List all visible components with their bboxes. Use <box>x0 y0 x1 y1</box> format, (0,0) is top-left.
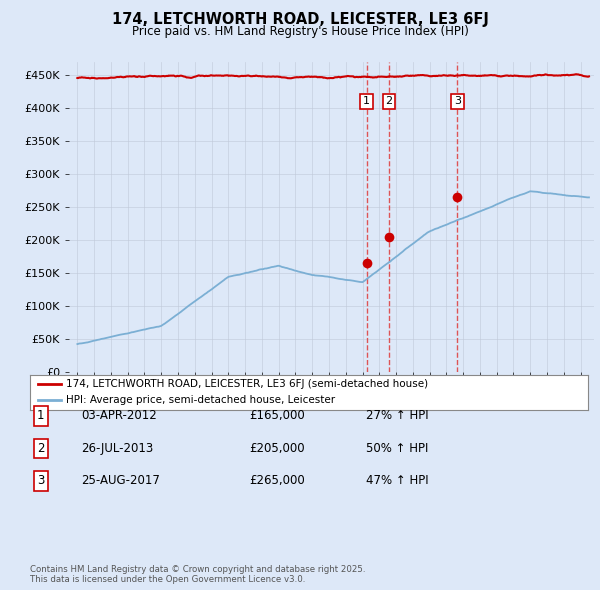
Text: 25-AUG-2017: 25-AUG-2017 <box>81 474 160 487</box>
Text: 174, LETCHWORTH ROAD, LEICESTER, LE3 6FJ (semi-detached house): 174, LETCHWORTH ROAD, LEICESTER, LE3 6FJ… <box>66 379 428 389</box>
Text: 174, LETCHWORTH ROAD, LEICESTER, LE3 6FJ: 174, LETCHWORTH ROAD, LEICESTER, LE3 6FJ <box>112 12 488 27</box>
Text: 2: 2 <box>37 442 44 455</box>
Text: £165,000: £165,000 <box>249 409 305 422</box>
Text: 47% ↑ HPI: 47% ↑ HPI <box>366 474 428 487</box>
Text: 50% ↑ HPI: 50% ↑ HPI <box>366 442 428 455</box>
Text: 3: 3 <box>454 97 461 106</box>
Text: £265,000: £265,000 <box>249 474 305 487</box>
Text: 2: 2 <box>385 97 392 106</box>
Text: 27% ↑ HPI: 27% ↑ HPI <box>366 409 428 422</box>
Text: 1: 1 <box>363 97 370 106</box>
Text: 1: 1 <box>37 409 44 422</box>
Text: 3: 3 <box>37 474 44 487</box>
Text: 26-JUL-2013: 26-JUL-2013 <box>81 442 153 455</box>
Text: Contains HM Land Registry data © Crown copyright and database right 2025.
This d: Contains HM Land Registry data © Crown c… <box>30 565 365 584</box>
Text: HPI: Average price, semi-detached house, Leicester: HPI: Average price, semi-detached house,… <box>66 395 335 405</box>
Text: £205,000: £205,000 <box>249 442 305 455</box>
Text: 03-APR-2012: 03-APR-2012 <box>81 409 157 422</box>
Text: Price paid vs. HM Land Registry's House Price Index (HPI): Price paid vs. HM Land Registry's House … <box>131 25 469 38</box>
